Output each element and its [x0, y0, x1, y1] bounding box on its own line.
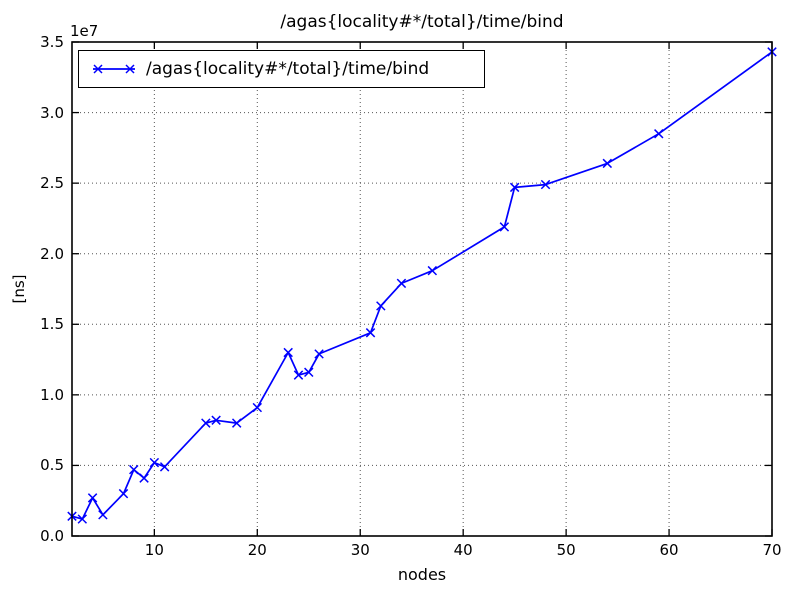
x-tick-label: 60 — [659, 541, 679, 559]
y-tick-label: 3.0 — [40, 103, 64, 122]
y-tick-label: 2.5 — [40, 174, 64, 193]
legend-label: /agas{locality#*/total}/time/bind — [146, 59, 430, 79]
y-tick-label: 1.0 — [40, 385, 64, 404]
y-axis-offset-text: 1e7 — [70, 22, 99, 40]
grid-lines — [72, 42, 772, 536]
legend: /agas{locality#*/total}/time/bind — [78, 50, 485, 88]
y-tick-label: 3.5 — [40, 33, 64, 51]
y-tick-label: 1.5 — [40, 315, 64, 334]
series-markers — [67, 47, 777, 524]
legend-line-sample-icon — [93, 64, 135, 74]
series-line — [71, 51, 773, 520]
chart-title: /agas{locality#*/total}/time/bind — [280, 12, 564, 32]
y-axis-label: [ns] — [10, 274, 28, 304]
y-tick-label: 0.0 — [40, 527, 64, 545]
tick-marks — [72, 41, 773, 537]
x-tick-label: 10 — [144, 541, 164, 559]
x-axis-label: nodes — [397, 565, 447, 584]
x-tick-label: 40 — [453, 541, 473, 559]
y-tick-label: 0.5 — [40, 456, 64, 475]
x-tick-label: 20 — [247, 541, 267, 559]
x-tick-label: 70 — [762, 541, 782, 559]
x-tick-label: 30 — [350, 541, 370, 559]
axes-spines — [71, 41, 773, 537]
x-tick-label: 50 — [556, 541, 576, 559]
y-tick-label: 2.0 — [40, 244, 64, 263]
